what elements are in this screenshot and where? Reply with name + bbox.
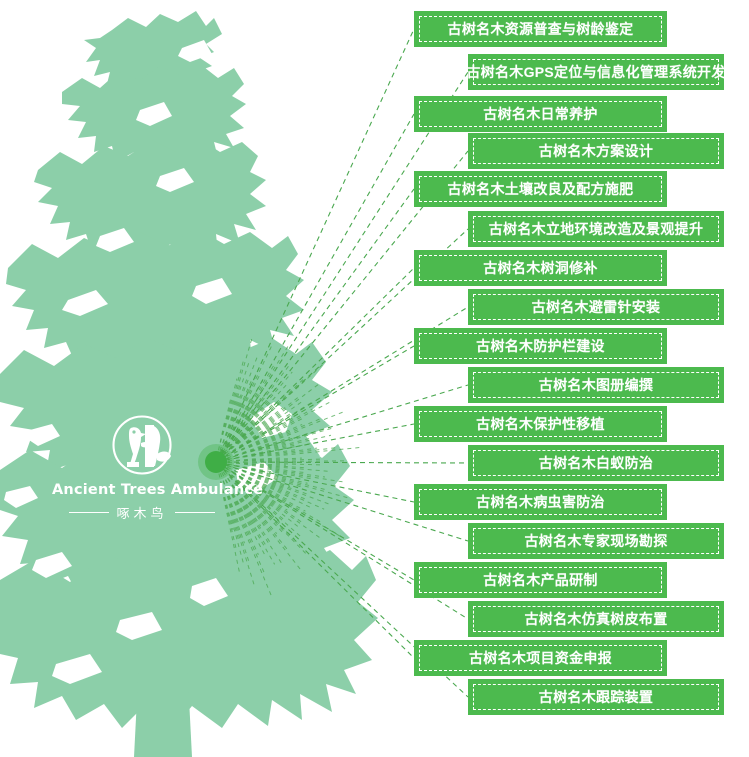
node-label: 古树名木仿真树皮布置 <box>524 611 668 627</box>
node-label: 古树名木方案设计 <box>538 143 654 159</box>
node-box[interactable]: 古树名木树洞修补 <box>414 250 667 286</box>
node-box[interactable]: 古树名木专家现场勘探 <box>468 523 724 559</box>
node-box[interactable]: 古树名木保护性移植 <box>414 406 667 442</box>
node-box[interactable]: 古树名木土壤改良及配方施肥 <box>414 171 667 207</box>
node-box[interactable]: 古树名木日常养护 <box>414 96 667 132</box>
node-label: 古树名木项目资金申报 <box>469 650 612 666</box>
node-label: 古树名木产品研制 <box>483 572 598 588</box>
node-box[interactable]: 古树名木仿真树皮布置 <box>468 601 724 637</box>
node-label: 古树名木图册编撰 <box>538 377 654 393</box>
node-box[interactable]: 古树名木病虫害防治 <box>414 484 667 520</box>
node-label: 古树名木避雷针安装 <box>531 299 661 315</box>
node-box[interactable]: 古树名木图册编撰 <box>468 367 724 403</box>
node-label: 古树名木立地环境改造及景观提升 <box>488 221 704 237</box>
node-box[interactable]: 古树名木项目资金申报 <box>414 640 667 676</box>
node-label: 古树名木日常养护 <box>483 106 598 122</box>
node-label: 古树名木专家现场勘探 <box>524 533 668 549</box>
node-label: 古树名木GPS定位与信息化管理系统开发 <box>466 64 726 80</box>
node-label: 古树名木资源普查与树龄鉴定 <box>447 21 634 37</box>
node-label: 古树名木防护栏建设 <box>476 338 605 354</box>
node-label: 古树名木跟踪装置 <box>538 689 654 705</box>
node-box[interactable]: 古树名木立地环境改造及景观提升 <box>468 211 724 247</box>
node-label: 古树名木保护性移植 <box>476 416 605 432</box>
node-label: 古树名木白蚁防治 <box>538 455 654 471</box>
node-box[interactable]: 古树名木白蚁防治 <box>468 445 724 481</box>
node-label: 古树名木树洞修补 <box>483 260 598 276</box>
node-box[interactable]: 古树名木方案设计 <box>468 133 724 169</box>
node-label: 古树名木土壤改良及配方施肥 <box>447 181 634 197</box>
node-box[interactable]: 古树名木避雷针安装 <box>468 289 724 325</box>
node-box[interactable]: 古树名木产品研制 <box>414 562 667 598</box>
node-box[interactable]: 古树名木跟踪装置 <box>468 679 724 715</box>
node-box[interactable]: 古树名木防护栏建设 <box>414 328 667 364</box>
node-label: 古树名木病虫害防治 <box>476 494 605 510</box>
node-box[interactable]: 古树名木GPS定位与信息化管理系统开发 <box>466 54 726 90</box>
node-box[interactable]: 古树名木资源普查与树龄鉴定 <box>414 11 667 47</box>
